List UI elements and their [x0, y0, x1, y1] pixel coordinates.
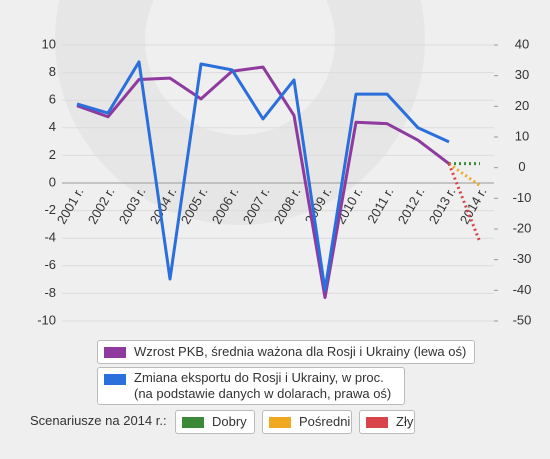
- y-tick-label: 6: [49, 92, 56, 107]
- x-tick-label: 2011 r.: [364, 185, 396, 226]
- legend-swatch: [104, 347, 126, 358]
- y-tick-label: -2: [44, 202, 56, 217]
- y-tick-label: 4: [49, 119, 56, 134]
- legend-label: Zły: [396, 414, 414, 429]
- series-line: [447, 163, 482, 243]
- legend-swatch: [182, 417, 204, 428]
- x-tick-label: 2003 r.: [116, 185, 149, 227]
- y-tick-label: -10: [37, 312, 56, 327]
- y-tick-label: 10: [42, 36, 56, 51]
- x-tick-label: 2013 r.: [426, 185, 459, 227]
- legend-item: Zmiana eksportu do Rosji i Ukrainy, w pr…: [97, 367, 405, 405]
- legend-label: Dobry: [212, 414, 247, 429]
- y2-tick-label: -10: [513, 190, 532, 205]
- legend-label: Pośredni: [299, 414, 351, 429]
- legend-item: Dobry: [175, 410, 255, 434]
- legend-item: Zły: [359, 410, 415, 434]
- series-line: [448, 162, 481, 187]
- y-tick-label: -4: [44, 230, 56, 245]
- scenario-label: Scenariusze na 2014 r.:: [30, 413, 167, 428]
- y2-tick-label: 20: [515, 98, 529, 113]
- series-line: [76, 60, 450, 292]
- y-tick-label: 8: [49, 64, 56, 79]
- y2-tick-label: -50: [513, 312, 532, 327]
- y2-tick-label: 40: [515, 36, 529, 51]
- y2-tick-label: -40: [513, 282, 532, 297]
- legend-swatch: [269, 417, 291, 428]
- legend-item: Wzrost PKB, średnia ważona dla Rosji i U…: [97, 340, 475, 364]
- legend-item: Pośredni: [262, 410, 352, 434]
- x-tick-label: 2014 r.: [457, 185, 490, 227]
- legend-swatch: [366, 417, 388, 428]
- y-tick-label: 2: [49, 147, 56, 162]
- y2-tick-label: 30: [515, 67, 529, 82]
- legend-label: Zmiana eksportu do Rosji i Ukrainy, w pr…: [134, 370, 392, 401]
- x-tick-label: 2001 r.: [54, 185, 87, 227]
- y-tick-label: -8: [44, 285, 56, 300]
- series-line: [76, 65, 450, 300]
- y2-tick-label: -30: [513, 251, 532, 266]
- y2-tick-label: 0: [518, 159, 525, 174]
- x-tick-label: 2002 r.: [85, 185, 118, 227]
- y2-tick-label: 10: [515, 128, 529, 143]
- legend-swatch: [104, 374, 126, 385]
- x-tick-label: 2012 r.: [395, 185, 428, 227]
- y-tick-label: 0: [49, 174, 56, 189]
- y-tick-label: -6: [44, 257, 56, 272]
- y2-tick-label: -20: [513, 220, 532, 235]
- background-logo-hole: [145, 0, 335, 135]
- legend-label: Wzrost PKB, średnia ważona dla Rosji i U…: [134, 344, 467, 359]
